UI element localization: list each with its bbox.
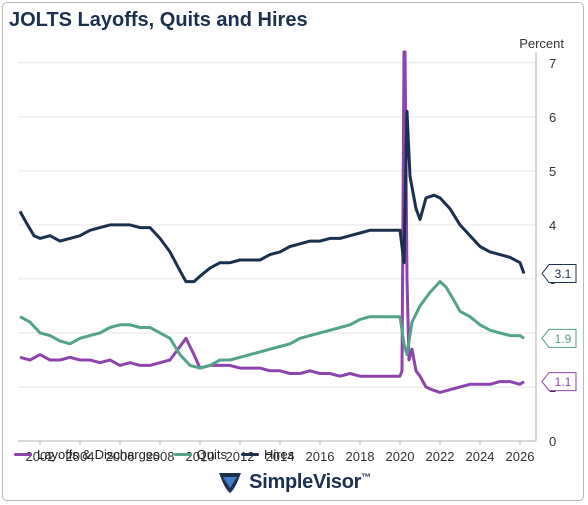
x-tick-label: 2004 xyxy=(66,449,95,464)
series-line-hires xyxy=(18,109,526,284)
end-label-text: 3.1 xyxy=(555,267,572,281)
series-line-layoffs-discharges xyxy=(19,50,525,394)
x-tick-label: 2008 xyxy=(146,449,175,464)
y-tick-label: 7 xyxy=(549,56,556,71)
brand-logo: SimpleVisor™ xyxy=(0,470,588,494)
legend-swatch-quits xyxy=(173,453,192,456)
legend-label-hires: Hires xyxy=(263,447,295,462)
legend: Layoffs & Discharges Quits Hires xyxy=(14,447,294,462)
y-axis-label: Percent xyxy=(519,36,564,51)
end-label-box xyxy=(541,328,577,348)
legend-swatch-hires xyxy=(240,453,259,456)
x-tick-label: 2024 xyxy=(466,449,495,464)
x-tick-label: 2018 xyxy=(346,449,375,464)
series-line-quits xyxy=(19,280,525,370)
x-tick-label: 2006 xyxy=(106,449,135,464)
x-tick-label: 2010 xyxy=(186,449,215,464)
axes: 0123456720022004200620082010201220142016… xyxy=(26,52,556,464)
end-label-text: 1.1 xyxy=(555,375,572,389)
end-value-labels: 3.1 1.9 1.1 xyxy=(541,264,577,392)
brand-name: SimpleVisor™ xyxy=(249,471,371,494)
x-tick-label: 2026 xyxy=(506,449,535,464)
end-label-hires: 3.1 xyxy=(541,264,577,284)
brand-name-text: SimpleVisor xyxy=(249,470,362,493)
grid-lines xyxy=(18,62,536,442)
x-tick-label: 2014 xyxy=(266,449,295,464)
x-tick-label: 2022 xyxy=(426,449,455,464)
trademark-mark: ™ xyxy=(361,471,371,483)
legend-item-layoffs: Layoffs & Discharges xyxy=(14,447,160,462)
end-label-layoffs-discharges: 1.1 xyxy=(541,372,577,392)
x-tick-label: 2016 xyxy=(306,449,335,464)
end-label-quits: 1.9 xyxy=(541,328,577,348)
y-tick-label: 5 xyxy=(549,164,556,179)
y-tick-label: 6 xyxy=(549,110,556,125)
legend-item-quits: Quits xyxy=(173,447,227,462)
x-tick-label: 2020 xyxy=(386,449,415,464)
y-tick-label: 4 xyxy=(549,218,556,233)
chart-title: JOLTS Layoffs, Quits and Hires xyxy=(9,9,308,31)
simplevisor-shield-icon xyxy=(219,473,242,493)
legend-label-quits: Quits xyxy=(196,447,227,462)
end-label-box xyxy=(541,264,577,284)
end-label-box xyxy=(541,372,577,392)
x-tick-label: 2012 xyxy=(226,449,255,464)
x-tick-label: 2002 xyxy=(26,449,55,464)
series-lines xyxy=(18,50,526,394)
end-label-text: 1.9 xyxy=(555,332,572,346)
legend-item-hires: Hires xyxy=(240,447,295,462)
legend-label-layoffs: Layoffs & Discharges xyxy=(37,447,160,462)
y-tick-label: 0 xyxy=(549,434,556,449)
legend-swatch-layoffs xyxy=(14,453,32,456)
